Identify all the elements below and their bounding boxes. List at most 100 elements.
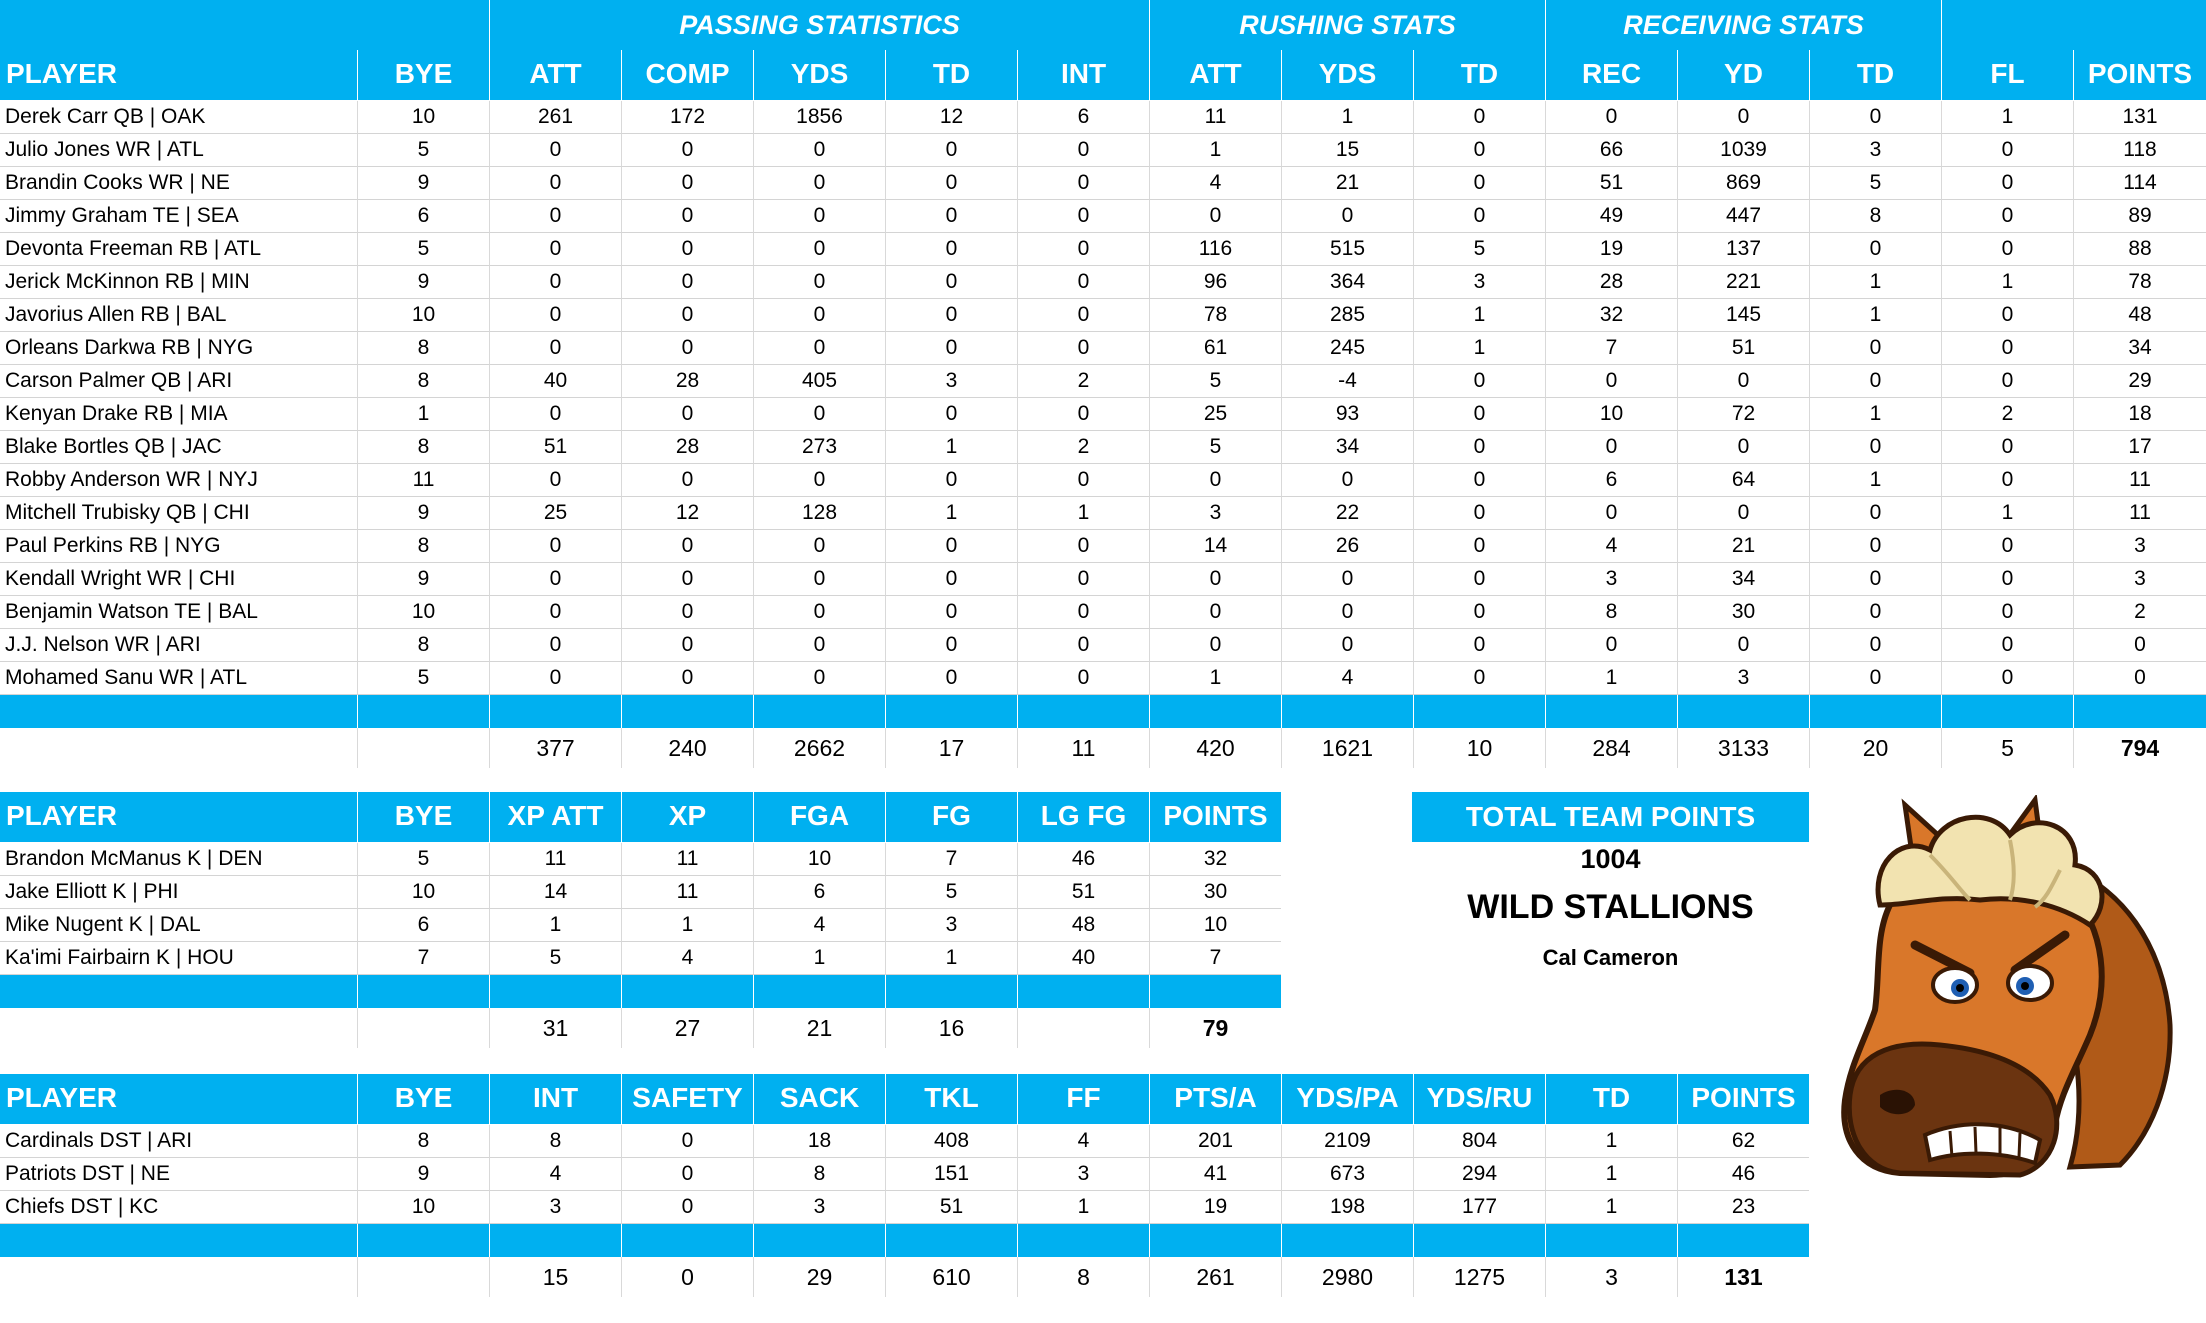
kicker-total-cell: 31: [489, 1008, 621, 1048]
offense-cell: 515: [1281, 233, 1413, 266]
offense-player-name: Mohamed Sanu WR | ATL: [0, 662, 357, 695]
offense-cell: 1: [357, 398, 489, 431]
defense-separator-cell: [885, 1224, 1017, 1257]
total-team-points-value: 1004: [1580, 844, 1641, 874]
kicker-cell: 5: [357, 843, 489, 876]
defense-cell: 3: [753, 1191, 885, 1224]
offense-cell: 0: [1149, 629, 1281, 662]
kicker-cell: 11: [621, 876, 753, 909]
offense-cell: 0: [1545, 365, 1677, 398]
defense-separator-cell: [489, 1224, 621, 1257]
kicker-player-name: Brandon McManus K | DEN: [0, 843, 357, 876]
offense-separator-cell: [1545, 695, 1677, 728]
offense-cell: 405: [753, 365, 885, 398]
defense-col-safety: SAFETY: [621, 1074, 753, 1124]
offense-cell: 0: [2073, 662, 2206, 695]
offense-cell: 8: [1809, 200, 1941, 233]
offense-player-name: Robby Anderson WR | NYJ: [0, 464, 357, 497]
kicker-player-name: Jake Elliott K | PHI: [0, 876, 357, 909]
offense-cell: 30: [1677, 596, 1809, 629]
offense-total-cell: 1621: [1281, 728, 1413, 768]
kicker-separator-cell: [1017, 975, 1149, 1008]
defense-col-td: TD: [1545, 1074, 1677, 1124]
kicker-cell: 11: [621, 843, 753, 876]
offense-cell: 0: [1413, 596, 1545, 629]
defense-cell: 4: [489, 1158, 621, 1191]
offense-cell: 1: [1809, 266, 1941, 299]
offense-cell: 137: [1677, 233, 1809, 266]
offense-cell: 0: [1809, 431, 1941, 464]
offense-cell: 66: [1545, 134, 1677, 167]
offense-cell: 0: [1941, 299, 2073, 332]
kicker-cell: 14: [489, 876, 621, 909]
offense-cell: 34: [2073, 332, 2206, 365]
offense-cell: 28: [621, 365, 753, 398]
offense-cell: 0: [489, 134, 621, 167]
offense-cell: 0: [885, 563, 1017, 596]
offense-cell: 0: [1017, 398, 1149, 431]
offense-cell: 0: [489, 530, 621, 563]
offense-cell: 4: [1281, 662, 1413, 695]
offense-cell: 9: [357, 266, 489, 299]
offense-cell: 0: [1809, 101, 1941, 134]
kicker-cell: 7: [357, 942, 489, 975]
offense-cell: 0: [1941, 563, 2073, 596]
kicker-total-cell: [1017, 1008, 1149, 1048]
offense-cell: 0: [1017, 629, 1149, 662]
offense-cell: 0: [621, 134, 753, 167]
defense-cell: 8: [489, 1125, 621, 1158]
offense-cell: 1: [1941, 266, 2073, 299]
kicker-separator-cell: [1149, 975, 1281, 1008]
kicker-cell: 1: [621, 909, 753, 942]
offense-cell: 0: [1545, 629, 1677, 662]
offense-separator-cell: [1017, 695, 1149, 728]
kicker-cell: 51: [1017, 876, 1149, 909]
offense-col-bye: BYE: [357, 50, 489, 100]
offense-cell: 40: [489, 365, 621, 398]
offense-total-cell: 284: [1545, 728, 1677, 768]
kicker-cell: 6: [753, 876, 885, 909]
offense-cell: 0: [489, 299, 621, 332]
offense-player-name: J.J. Nelson WR | ARI: [0, 629, 357, 662]
offense-cell: 21: [1677, 530, 1809, 563]
offense-cell: 0: [489, 266, 621, 299]
offense-cell: 3: [2073, 530, 2206, 563]
offense-player-name: Paul Perkins RB | NYG: [0, 530, 357, 563]
offense-cell: 0: [885, 464, 1017, 497]
offense-cell: 49: [1545, 200, 1677, 233]
offense-cell: 22: [1281, 497, 1413, 530]
offense-cell: 48: [2073, 299, 2206, 332]
offense-separator-cell: [0, 695, 357, 728]
offense-cell: 0: [1149, 563, 1281, 596]
defense-total-cell: 15: [489, 1257, 621, 1297]
offense-player-name: Orleans Darkwa RB | NYG: [0, 332, 357, 365]
offense-col-fl: FL: [1941, 50, 2073, 100]
offense-cell: 0: [885, 233, 1017, 266]
offense-cell: 78: [2073, 266, 2206, 299]
defense-cell: 18: [753, 1125, 885, 1158]
offense-cell: 21: [1281, 167, 1413, 200]
offense-cell: 0: [1281, 629, 1413, 662]
offense-cell: 245: [1281, 332, 1413, 365]
offense-cell: 96: [1149, 266, 1281, 299]
defense-cell: 1: [1545, 1158, 1677, 1191]
defense-col-pts-a: PTS/A: [1149, 1074, 1281, 1124]
defense-separator-cell: [621, 1224, 753, 1257]
kicker-cell: 46: [1017, 843, 1149, 876]
offense-cell: 3: [1809, 134, 1941, 167]
offense-cell: 1: [1809, 464, 1941, 497]
offense-cell: 0: [1413, 530, 1545, 563]
offense-cell: 0: [1017, 596, 1149, 629]
offense-cell: 0: [489, 200, 621, 233]
offense-col-pass-td: TD: [885, 50, 1017, 100]
kicker-cell: 4: [621, 942, 753, 975]
offense-player-name: Javorius Allen RB | BAL: [0, 299, 357, 332]
offense-cell: 0: [753, 629, 885, 662]
offense-cell: 0: [1809, 365, 1941, 398]
defense-total-cell: 29: [753, 1257, 885, 1297]
offense-cell: 11: [357, 464, 489, 497]
offense-cell: 0: [1017, 464, 1149, 497]
offense-cell: 0: [1809, 596, 1941, 629]
defense-separator-cell: [753, 1224, 885, 1257]
offense-cell: 0: [1281, 563, 1413, 596]
